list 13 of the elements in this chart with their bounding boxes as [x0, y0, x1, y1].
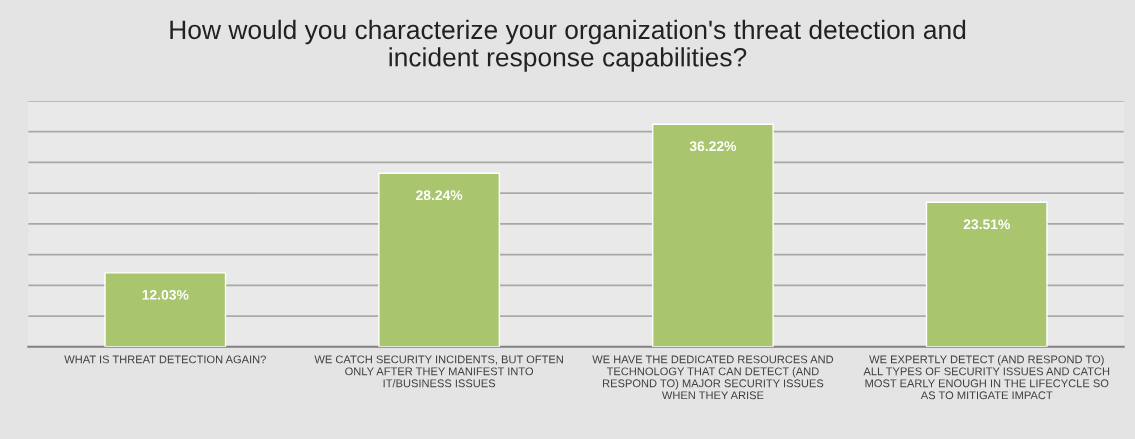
data-label: 28.24%	[416, 190, 463, 201]
bar	[104, 272, 227, 347]
x-tick-label: WHAT IS THREAT DETECTION AGAIN?	[64, 355, 266, 364]
x-tick-label: WE CATCH SECURITY INCIDENTS, BUT OFTEN ONLY AFTER THEY MANIFEST INTO IT/BUSINESS ISSUES	[314, 355, 563, 388]
bar	[651, 123, 774, 347]
x-tick-label: WE EXPERTLY DETECT (AND RESPOND TO) ALL TYPES OF SECURITY ISSUES AND CATCH MOST EARLY ENOUGH IN THE LIFECYCLE SO AS TO MITIGATE IMPACT	[863, 355, 1110, 400]
data-label: 23.51%	[963, 219, 1010, 230]
data-label: 36.22%	[689, 141, 737, 152]
bar	[925, 201, 1048, 347]
x-tick-label: WE HAVE THE DEDICATED RESOURCES AND TECHNOLOGY THAT CAN DETECT (AND RESPOND TO) MAJOR SECURITY ISSUES WHEN THEY ARISE	[592, 355, 834, 400]
chart-title: How would you characterize your organization's threat detection and incident response capabilities?	[170, 19, 966, 72]
data-label: 12.03%	[142, 289, 189, 300]
bar	[378, 172, 501, 347]
